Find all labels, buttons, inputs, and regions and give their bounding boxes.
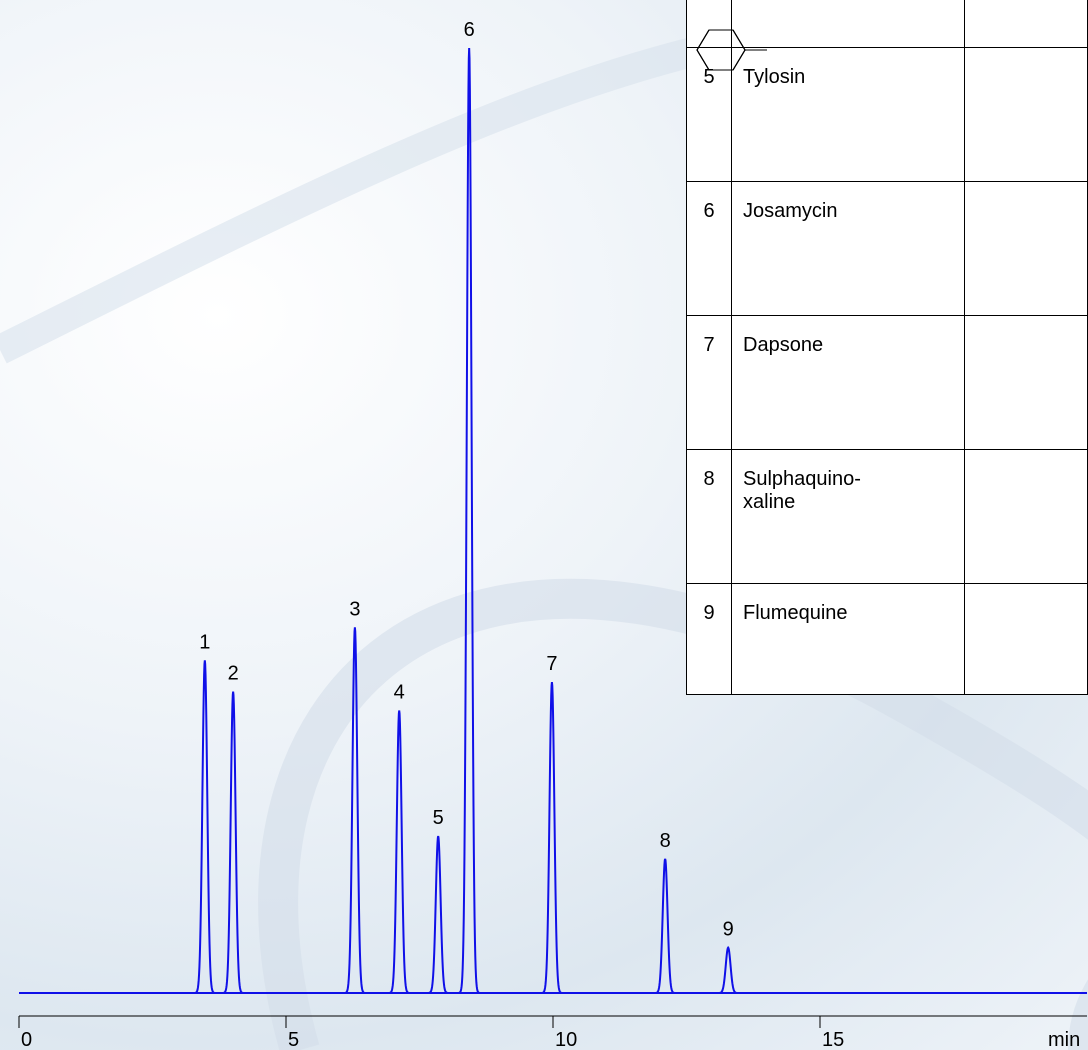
peak-label: 9 <box>723 919 734 941</box>
background-swirl <box>0 35 704 364</box>
compound-name: Tylosin <box>731 47 966 182</box>
compound-name: Flumequine <box>731 583 966 695</box>
table-row: 6 Josamycin <box>685 29 1088 316</box>
compound-name: Dapsone <box>731 315 966 450</box>
peak <box>713 945 743 994</box>
peak <box>650 858 680 994</box>
peak <box>190 660 220 994</box>
x-tick-label: 5 <box>288 1029 299 1050</box>
compound-name: Sulphaquino- xaline <box>731 449 966 584</box>
peak <box>384 710 414 994</box>
x-axis-label: min <box>1048 1029 1080 1050</box>
peak <box>537 681 567 994</box>
structure-drawing <box>695 29 767 70</box>
table-row: 7 Dapsone <box>685 29 1088 450</box>
x-tick-label: 10 <box>555 1029 577 1050</box>
peak-label: 8 <box>660 830 671 852</box>
peak-number: 8 <box>685 449 733 584</box>
peak <box>340 627 370 994</box>
peak-label: 3 <box>349 598 360 620</box>
peak-label: 4 <box>394 681 405 703</box>
peak-number: 6 <box>685 181 733 316</box>
peak <box>218 691 248 994</box>
peak-label: 5 <box>433 807 444 829</box>
peak-number: 7 <box>685 315 733 450</box>
peak <box>423 835 453 994</box>
structure <box>695 29 1088 584</box>
peak-label: 7 <box>546 653 557 675</box>
table-row: 8 Sulphaquino- xaline <box>685 29 1088 584</box>
peak-number: 9 <box>685 583 733 695</box>
peak-label: 6 <box>464 19 475 41</box>
compound-table: 5 Tylosin 6 Josamycin 7 Dapsone 8 Sulphaquino- … <box>685 0 1088 695</box>
peak-label: 2 <box>228 663 239 685</box>
structure <box>695 29 1088 182</box>
x-tick-label: 0 <box>21 1029 32 1050</box>
structure <box>695 29 1088 316</box>
compound-name: Josamycin <box>731 181 966 316</box>
structure <box>695 29 1088 695</box>
table-row: 9 Flumequine <box>685 29 1088 695</box>
peak-label: 1 <box>199 631 210 653</box>
x-tick-label: 15 <box>822 1029 844 1050</box>
peak <box>454 47 484 994</box>
structure <box>695 29 1088 450</box>
